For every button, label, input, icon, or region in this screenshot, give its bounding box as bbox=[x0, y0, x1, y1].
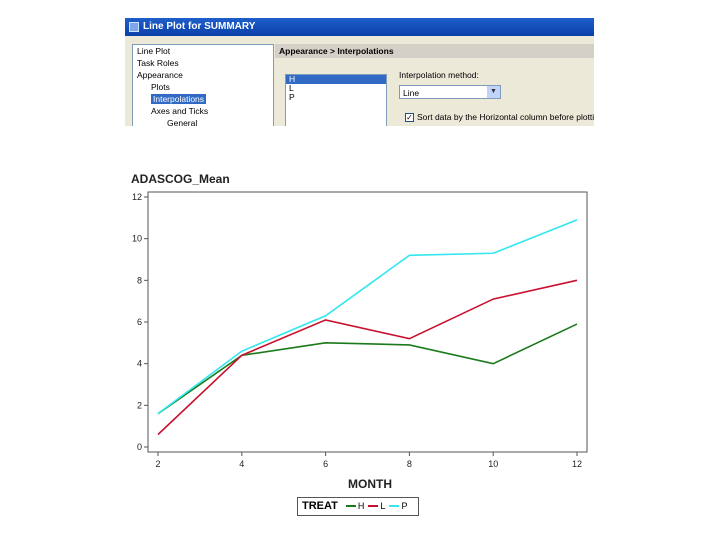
series-line-h bbox=[157, 323, 578, 415]
legend-entry: L bbox=[380, 501, 386, 511]
y-tick-label: 4 bbox=[137, 359, 142, 369]
x-tick-label: 4 bbox=[239, 459, 244, 469]
y-tick-label: 12 bbox=[132, 192, 142, 202]
tree-item-label: Plots bbox=[151, 82, 170, 92]
dialog-title: Line Plot for SUMMARY bbox=[143, 21, 256, 32]
y-tick-label: 6 bbox=[137, 317, 142, 327]
options-tree[interactable]: Line Plot Task Roles Appearance Plots Interp… bbox=[132, 44, 274, 126]
legend-title: TREAT bbox=[302, 500, 338, 512]
tree-item[interactable]: Appearance bbox=[133, 69, 273, 81]
interpolation-method-value: Line bbox=[403, 88, 420, 98]
dialog-titlebar: Line Plot for SUMMARY bbox=[125, 18, 594, 36]
tree-item-label: Line Plot bbox=[137, 46, 171, 56]
x-tick-label: 12 bbox=[572, 459, 582, 469]
list-item[interactable]: H bbox=[286, 75, 386, 84]
list-item[interactable]: P bbox=[289, 92, 295, 102]
sort-checkbox[interactable]: ✓ bbox=[405, 113, 414, 123]
legend: TREAT H L P bbox=[297, 497, 419, 516]
legend-entry: P bbox=[401, 501, 408, 511]
x-tick-label: 2 bbox=[155, 459, 160, 469]
app-icon bbox=[129, 22, 139, 32]
tree-item-label: Axes and Ticks bbox=[151, 106, 209, 116]
series-line-p bbox=[157, 219, 578, 415]
legend-swatch bbox=[368, 505, 379, 508]
tree-item-label: General bbox=[167, 118, 198, 126]
legend-swatch bbox=[389, 505, 400, 508]
series-line-l bbox=[157, 279, 578, 436]
tree-item-label: Appearance bbox=[137, 70, 183, 80]
interpolation-method-label: Interpolation method: bbox=[399, 70, 479, 80]
interpolation-method-select[interactable]: Line ▼ bbox=[399, 85, 501, 99]
tree-item[interactable]: Task Roles bbox=[133, 57, 273, 69]
y-tick-label: 0 bbox=[137, 442, 142, 452]
y-tick-label: 2 bbox=[137, 400, 142, 410]
x-tick-label: 6 bbox=[323, 459, 328, 469]
chart-title: ADASCOG_Mean bbox=[131, 172, 230, 186]
x-tick-label: 8 bbox=[407, 459, 412, 469]
sort-checkbox-label: Sort data by the Horizontal column befor… bbox=[417, 112, 594, 122]
panel-title: Appearance > Interpolations bbox=[275, 44, 594, 58]
tree-item-label: Task Roles bbox=[137, 58, 179, 68]
tree-item-label: Interpolations bbox=[151, 94, 207, 104]
tree-item[interactable]: Line Plot bbox=[133, 45, 273, 57]
x-axis-label: MONTH bbox=[348, 477, 392, 491]
chevron-down-icon[interactable]: ▼ bbox=[487, 86, 500, 98]
plot-frame bbox=[147, 191, 588, 453]
line-plot-dialog: Line Plot for SUMMARY Line Plot Task Role… bbox=[125, 18, 594, 126]
sort-checkbox-row[interactable]: ✓ Sort data by the Horizontal column befo… bbox=[405, 112, 594, 123]
y-tick-label: 10 bbox=[132, 234, 142, 244]
tree-item[interactable]: Axes and Ticks bbox=[133, 105, 273, 117]
tree-item[interactable]: Plots bbox=[133, 81, 273, 93]
legend-entry: H bbox=[357, 501, 365, 511]
list-item[interactable]: L bbox=[289, 83, 294, 93]
y-tick-label: 8 bbox=[137, 275, 142, 285]
tree-item[interactable]: General bbox=[133, 117, 273, 126]
x-tick-label: 10 bbox=[488, 459, 498, 469]
legend-swatch bbox=[345, 505, 356, 508]
tree-item[interactable]: Interpolations bbox=[133, 93, 273, 105]
